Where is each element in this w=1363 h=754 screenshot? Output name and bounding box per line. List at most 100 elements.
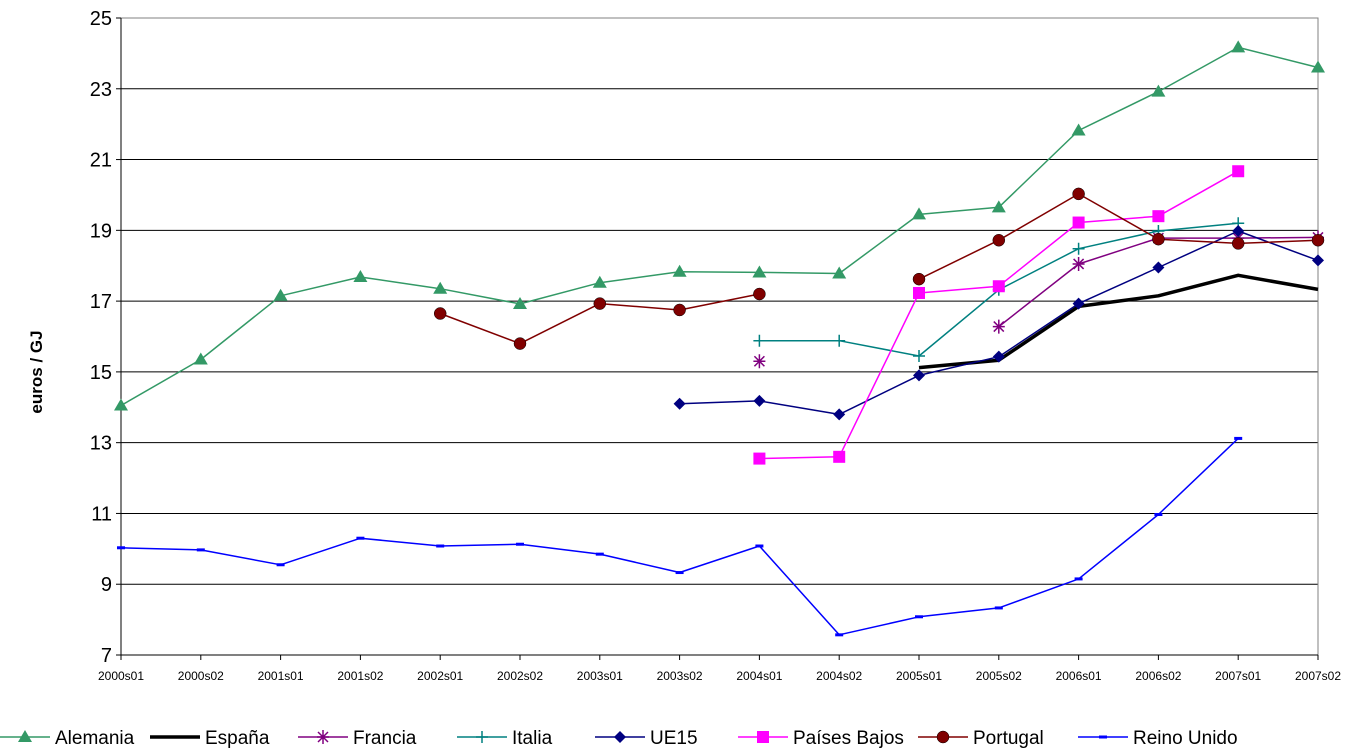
legend-item: Países Bajos (738, 728, 904, 749)
y-tick-label: 13 (90, 433, 112, 455)
data-point (753, 452, 766, 465)
data-point (18, 730, 32, 742)
x-tick-label: 2007s02 (1295, 669, 1341, 683)
y-tick-label: 23 (90, 79, 112, 101)
series-line (918, 273, 1319, 370)
series-paises-bajos (753, 165, 1245, 465)
data-point (752, 265, 767, 278)
data-point (835, 633, 844, 637)
data-point (433, 281, 448, 294)
x-tick-label: 2006s02 (1135, 669, 1181, 683)
data-point (114, 398, 128, 411)
data-point (476, 731, 488, 743)
x-tick-label: 2000s01 (98, 669, 144, 683)
x-tick-label: 2003s02 (657, 669, 703, 683)
data-point (1154, 513, 1163, 517)
data-point (832, 266, 847, 279)
data-point (1072, 216, 1085, 229)
data-point (992, 280, 1005, 293)
data-point (757, 731, 769, 743)
data-point (317, 730, 329, 744)
data-point (353, 270, 368, 283)
data-point (1151, 84, 1166, 97)
legend-label: España (205, 728, 270, 749)
data-point (1074, 577, 1083, 581)
series-ue15 (673, 225, 1324, 421)
y-tick-label: 25 (90, 8, 112, 30)
data-point (595, 552, 604, 556)
data-point (936, 730, 950, 744)
data-point (1231, 40, 1246, 53)
data-point (1232, 225, 1245, 238)
x-tick-label: 2002s02 (497, 669, 543, 683)
data-point (992, 233, 1006, 247)
legend-label: Portugal (973, 728, 1044, 749)
data-point (833, 334, 846, 347)
series-layer (114, 40, 1325, 637)
data-point (1232, 165, 1245, 178)
data-point (593, 297, 607, 310)
x-tick-label: 2004s01 (736, 669, 782, 683)
data-point (356, 536, 365, 540)
legend-label: Reino Unido (1133, 728, 1238, 749)
data-point (516, 542, 524, 546)
legend-label: Italia (512, 728, 553, 749)
series-line (120, 46, 1319, 407)
data-point (276, 563, 285, 567)
data-point (1071, 123, 1086, 136)
legend-item: Portugal (918, 728, 1044, 749)
data-point (833, 450, 846, 463)
data-point (753, 354, 766, 369)
legend: Alemania España Francia Italia UE15 Países Ba… (0, 728, 1238, 749)
x-tick-label: 2002s01 (417, 669, 463, 683)
data-point (1231, 237, 1245, 250)
data-point (1312, 254, 1324, 267)
y-tick-label: 19 (90, 220, 112, 242)
data-point (912, 207, 926, 220)
y-axis-label: euros / GJ (27, 330, 46, 413)
data-point (513, 296, 527, 309)
series-portugal (433, 187, 1325, 350)
legend-label: UE15 (650, 728, 698, 749)
data-point (1072, 242, 1085, 255)
data-point (673, 397, 686, 410)
legend-item: Italia (457, 728, 553, 749)
x-tick-label: 2007s01 (1215, 669, 1261, 683)
data-point (433, 307, 447, 320)
x-tick-label: 2001s01 (258, 669, 304, 683)
data-point (753, 287, 766, 301)
legend-label: Alemania (55, 728, 135, 749)
data-point (513, 337, 527, 350)
y-tick-label: 15 (90, 362, 112, 384)
data-point (992, 350, 1005, 363)
x-tick-label: 2005s02 (976, 669, 1022, 683)
x-tick-label: 2000s02 (178, 669, 224, 683)
data-point (672, 264, 687, 277)
x-tick-label: 2005s01 (896, 669, 942, 683)
legend-item: Alemania (0, 728, 135, 749)
y-tick-label: 9 (101, 574, 112, 596)
data-point (673, 303, 686, 317)
data-point (117, 546, 125, 550)
data-point (614, 731, 626, 743)
data-point (1234, 436, 1243, 440)
x-tick-label: 2004s02 (816, 669, 862, 683)
legend-label: Países Bajos (793, 728, 904, 749)
data-point (273, 288, 288, 301)
data-point (753, 394, 766, 407)
legend-item: UE15 (595, 728, 698, 749)
data-point (1072, 187, 1085, 201)
x-axis-ticks: 2000s01 2000s02 2001s01 2001s02 2002s01 2002s… (98, 655, 1341, 683)
data-point (912, 272, 926, 286)
x-tick-label: 2003s01 (577, 669, 623, 683)
data-point (1072, 256, 1085, 271)
series-alemania (114, 40, 1325, 411)
y-tick-label: 11 (91, 503, 112, 525)
x-tick-label: 2006s01 (1056, 669, 1102, 683)
data-point (755, 544, 764, 548)
series-reino-unido (117, 436, 1243, 637)
data-point (196, 548, 205, 552)
data-point (1099, 735, 1107, 739)
